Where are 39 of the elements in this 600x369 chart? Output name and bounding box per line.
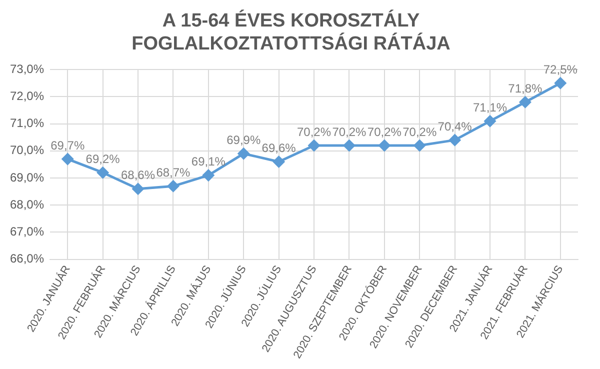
point <box>343 140 355 152</box>
data-label: 70,2% <box>367 124 402 139</box>
y-tick-label: 73,0% <box>10 62 44 76</box>
y-tick-label: 66,0% <box>10 252 44 266</box>
data-label: 68,6% <box>121 168 156 182</box>
data-label: 68,7% <box>156 165 191 180</box>
data-label: 71,8% <box>508 81 543 96</box>
data-label: 70,2% <box>402 124 437 139</box>
point <box>378 140 390 152</box>
point <box>273 156 285 168</box>
point <box>202 170 214 182</box>
point <box>132 183 144 195</box>
data-label: 69,7% <box>50 138 85 152</box>
point <box>414 140 426 152</box>
point <box>62 153 74 165</box>
point <box>308 140 320 152</box>
data-label: 69,1% <box>191 154 226 169</box>
point <box>167 180 179 192</box>
data-label: 70,4% <box>438 119 472 134</box>
data-label: 71,1% <box>472 100 508 114</box>
point <box>554 77 566 89</box>
data-label: 69,2% <box>86 152 120 166</box>
y-tick-label: 72,0% <box>10 89 44 104</box>
data-label: 69,6% <box>262 141 296 156</box>
point <box>519 96 531 108</box>
y-tick-label: 67,0% <box>10 224 44 239</box>
data-label: 70,2% <box>296 124 332 139</box>
y-tick-label: 69,0% <box>10 170 44 184</box>
point <box>449 134 461 146</box>
point <box>484 115 496 127</box>
point <box>238 148 250 160</box>
y-tick-label: 70,0% <box>10 143 44 158</box>
y-tick-label: 71,0% <box>10 116 44 130</box>
data-label: 69,9% <box>226 132 261 147</box>
chart-title: A 15-64 ÉVES KOROSZTÁLY FOGLALKOZTATOTTSÁGI RÁTÁJA <box>132 10 451 54</box>
point <box>97 166 109 178</box>
y-tick-label: 68,0% <box>10 197 44 212</box>
data-label: 72,5% <box>543 62 578 76</box>
data-label: 70,2% <box>332 124 367 139</box>
